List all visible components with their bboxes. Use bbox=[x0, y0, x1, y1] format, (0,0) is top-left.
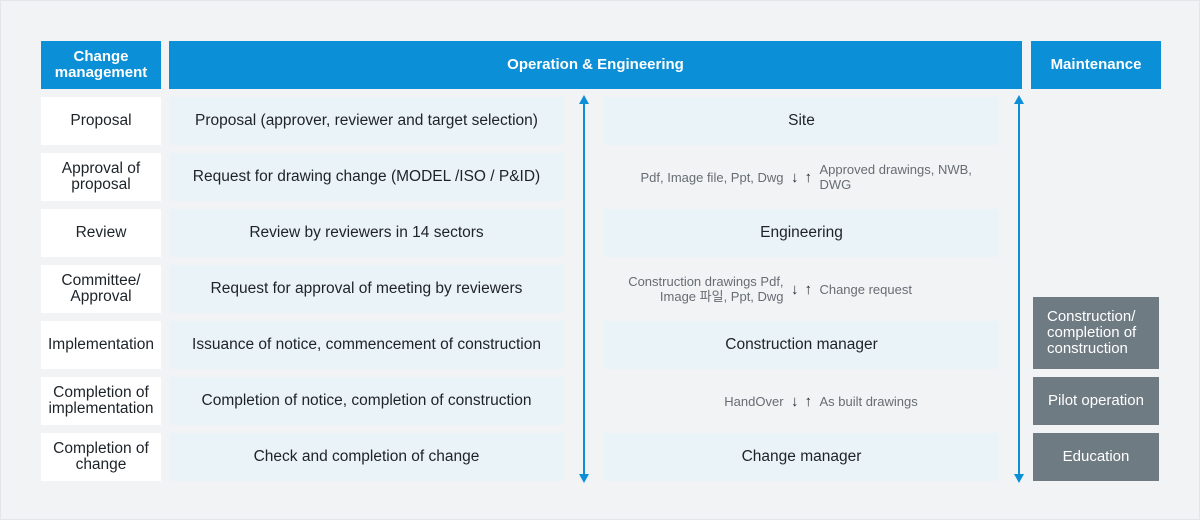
desc-implementation: Issuance of notice, commencement of cons… bbox=[169, 321, 564, 369]
flow-up-text: Approved drawings, NWB, DWG bbox=[819, 162, 972, 192]
description-label: Request for drawing change (MODEL /ISO /… bbox=[192, 168, 541, 185]
up-arrow-icon: ↑ bbox=[804, 168, 813, 186]
description-label: Completion of notice, completion of cons… bbox=[201, 392, 532, 409]
step-implementation: Implementation bbox=[41, 321, 161, 369]
step-label: Completion of implementation bbox=[48, 384, 154, 417]
step-proposal: Proposal bbox=[41, 97, 161, 145]
description-label: Request for approval of meeting by revie… bbox=[210, 280, 523, 297]
desc-completion-of-implementation: Completion of notice, completion of cons… bbox=[169, 377, 564, 425]
desc-committee-approval: Request for approval of meeting by revie… bbox=[169, 265, 564, 313]
step-completion-of-implementation: Completion of implementation bbox=[41, 377, 161, 425]
maintenance-construction-completion: Construction/ completion of construction bbox=[1033, 297, 1159, 369]
up-arrow-icon: ↑ bbox=[804, 392, 813, 410]
right-double-arrow-icon bbox=[1014, 95, 1024, 483]
description-label: Review by reviewers in 14 sectors bbox=[249, 224, 484, 241]
flow-arrows: ↓ ↑ bbox=[784, 170, 820, 185]
flow-down-text: HandOver bbox=[724, 393, 784, 409]
construction-manager-label: Construction manager bbox=[725, 336, 878, 353]
step-review: Review bbox=[41, 209, 161, 257]
maintenance-pilot-operation: Pilot operation bbox=[1033, 377, 1159, 425]
step-label: Approval of proposal bbox=[61, 160, 141, 193]
description-label: Proposal (approver, reviewer and target … bbox=[195, 112, 538, 129]
step-label: Committee/ Approval bbox=[61, 272, 141, 305]
description-label: Check and completion of change bbox=[253, 448, 480, 465]
maintenance-label: Construction/ completion of construction bbox=[1047, 308, 1137, 357]
up-arrow-icon: ↑ bbox=[804, 280, 813, 298]
flow-down-text: Construction drawings Pdf, Image 파일, Ppt… bbox=[628, 274, 784, 304]
engineering-box: Engineering bbox=[604, 209, 999, 257]
desc-review: Review by reviewers in 14 sectors bbox=[169, 209, 564, 257]
header-operation-engineering-label: Operation & Engineering bbox=[507, 56, 684, 73]
flow-arrows: ↓ ↑ bbox=[784, 394, 820, 409]
flow-down-text: Pdf, Image file, Ppt, Dwg bbox=[640, 169, 784, 185]
step-label: Proposal bbox=[70, 112, 132, 129]
desc-proposal: Proposal (approver, reviewer and target … bbox=[169, 97, 564, 145]
header-maintenance-label: Maintenance bbox=[1050, 56, 1142, 73]
maintenance-label: Pilot operation bbox=[1048, 392, 1144, 409]
construction-manager-box: Construction manager bbox=[604, 321, 999, 369]
flow-arrows: ↓ ↑ bbox=[784, 282, 820, 297]
flow-site-engineering: Pdf, Image file, Ppt, Dwg ↓ ↑ Approved d… bbox=[604, 153, 999, 201]
maintenance-label: Education bbox=[1062, 448, 1130, 465]
change-manager-box: Change manager bbox=[604, 433, 999, 481]
step-committee-approval: Committee/ Approval bbox=[41, 265, 161, 313]
left-double-arrow-icon bbox=[579, 95, 589, 483]
header-change-management: Change management bbox=[41, 41, 161, 89]
desc-approval-of-proposal: Request for drawing change (MODEL /ISO /… bbox=[169, 153, 564, 201]
flow-construction-change: HandOver ↓ ↑ As built drawings bbox=[604, 377, 999, 425]
step-label: Review bbox=[75, 224, 127, 241]
down-arrow-icon: ↓ bbox=[791, 280, 799, 298]
step-label: Completion of change bbox=[53, 440, 149, 473]
header-maintenance: Maintenance bbox=[1031, 41, 1161, 89]
flow-up-text: As built drawings bbox=[819, 393, 918, 409]
site-label: Site bbox=[788, 112, 815, 129]
down-arrow-icon: ↓ bbox=[791, 168, 799, 186]
desc-completion-of-change: Check and completion of change bbox=[169, 433, 564, 481]
site-box: Site bbox=[604, 97, 999, 145]
description-label: Issuance of notice, commencement of cons… bbox=[192, 336, 541, 353]
step-completion-of-change: Completion of change bbox=[41, 433, 161, 481]
maintenance-education: Education bbox=[1033, 433, 1159, 481]
flow-engineering-construction: Construction drawings Pdf, Image 파일, Ppt… bbox=[604, 265, 999, 313]
step-label: Implementation bbox=[48, 336, 154, 353]
header-operation-engineering: Operation & Engineering bbox=[169, 41, 1022, 89]
down-arrow-icon: ↓ bbox=[791, 392, 799, 410]
step-approval-of-proposal: Approval of proposal bbox=[41, 153, 161, 201]
engineering-label: Engineering bbox=[760, 224, 843, 241]
header-change-management-label: Change management bbox=[54, 48, 148, 81]
flow-up-text: Change request bbox=[819, 281, 912, 297]
change-manager-label: Change manager bbox=[741, 448, 862, 465]
